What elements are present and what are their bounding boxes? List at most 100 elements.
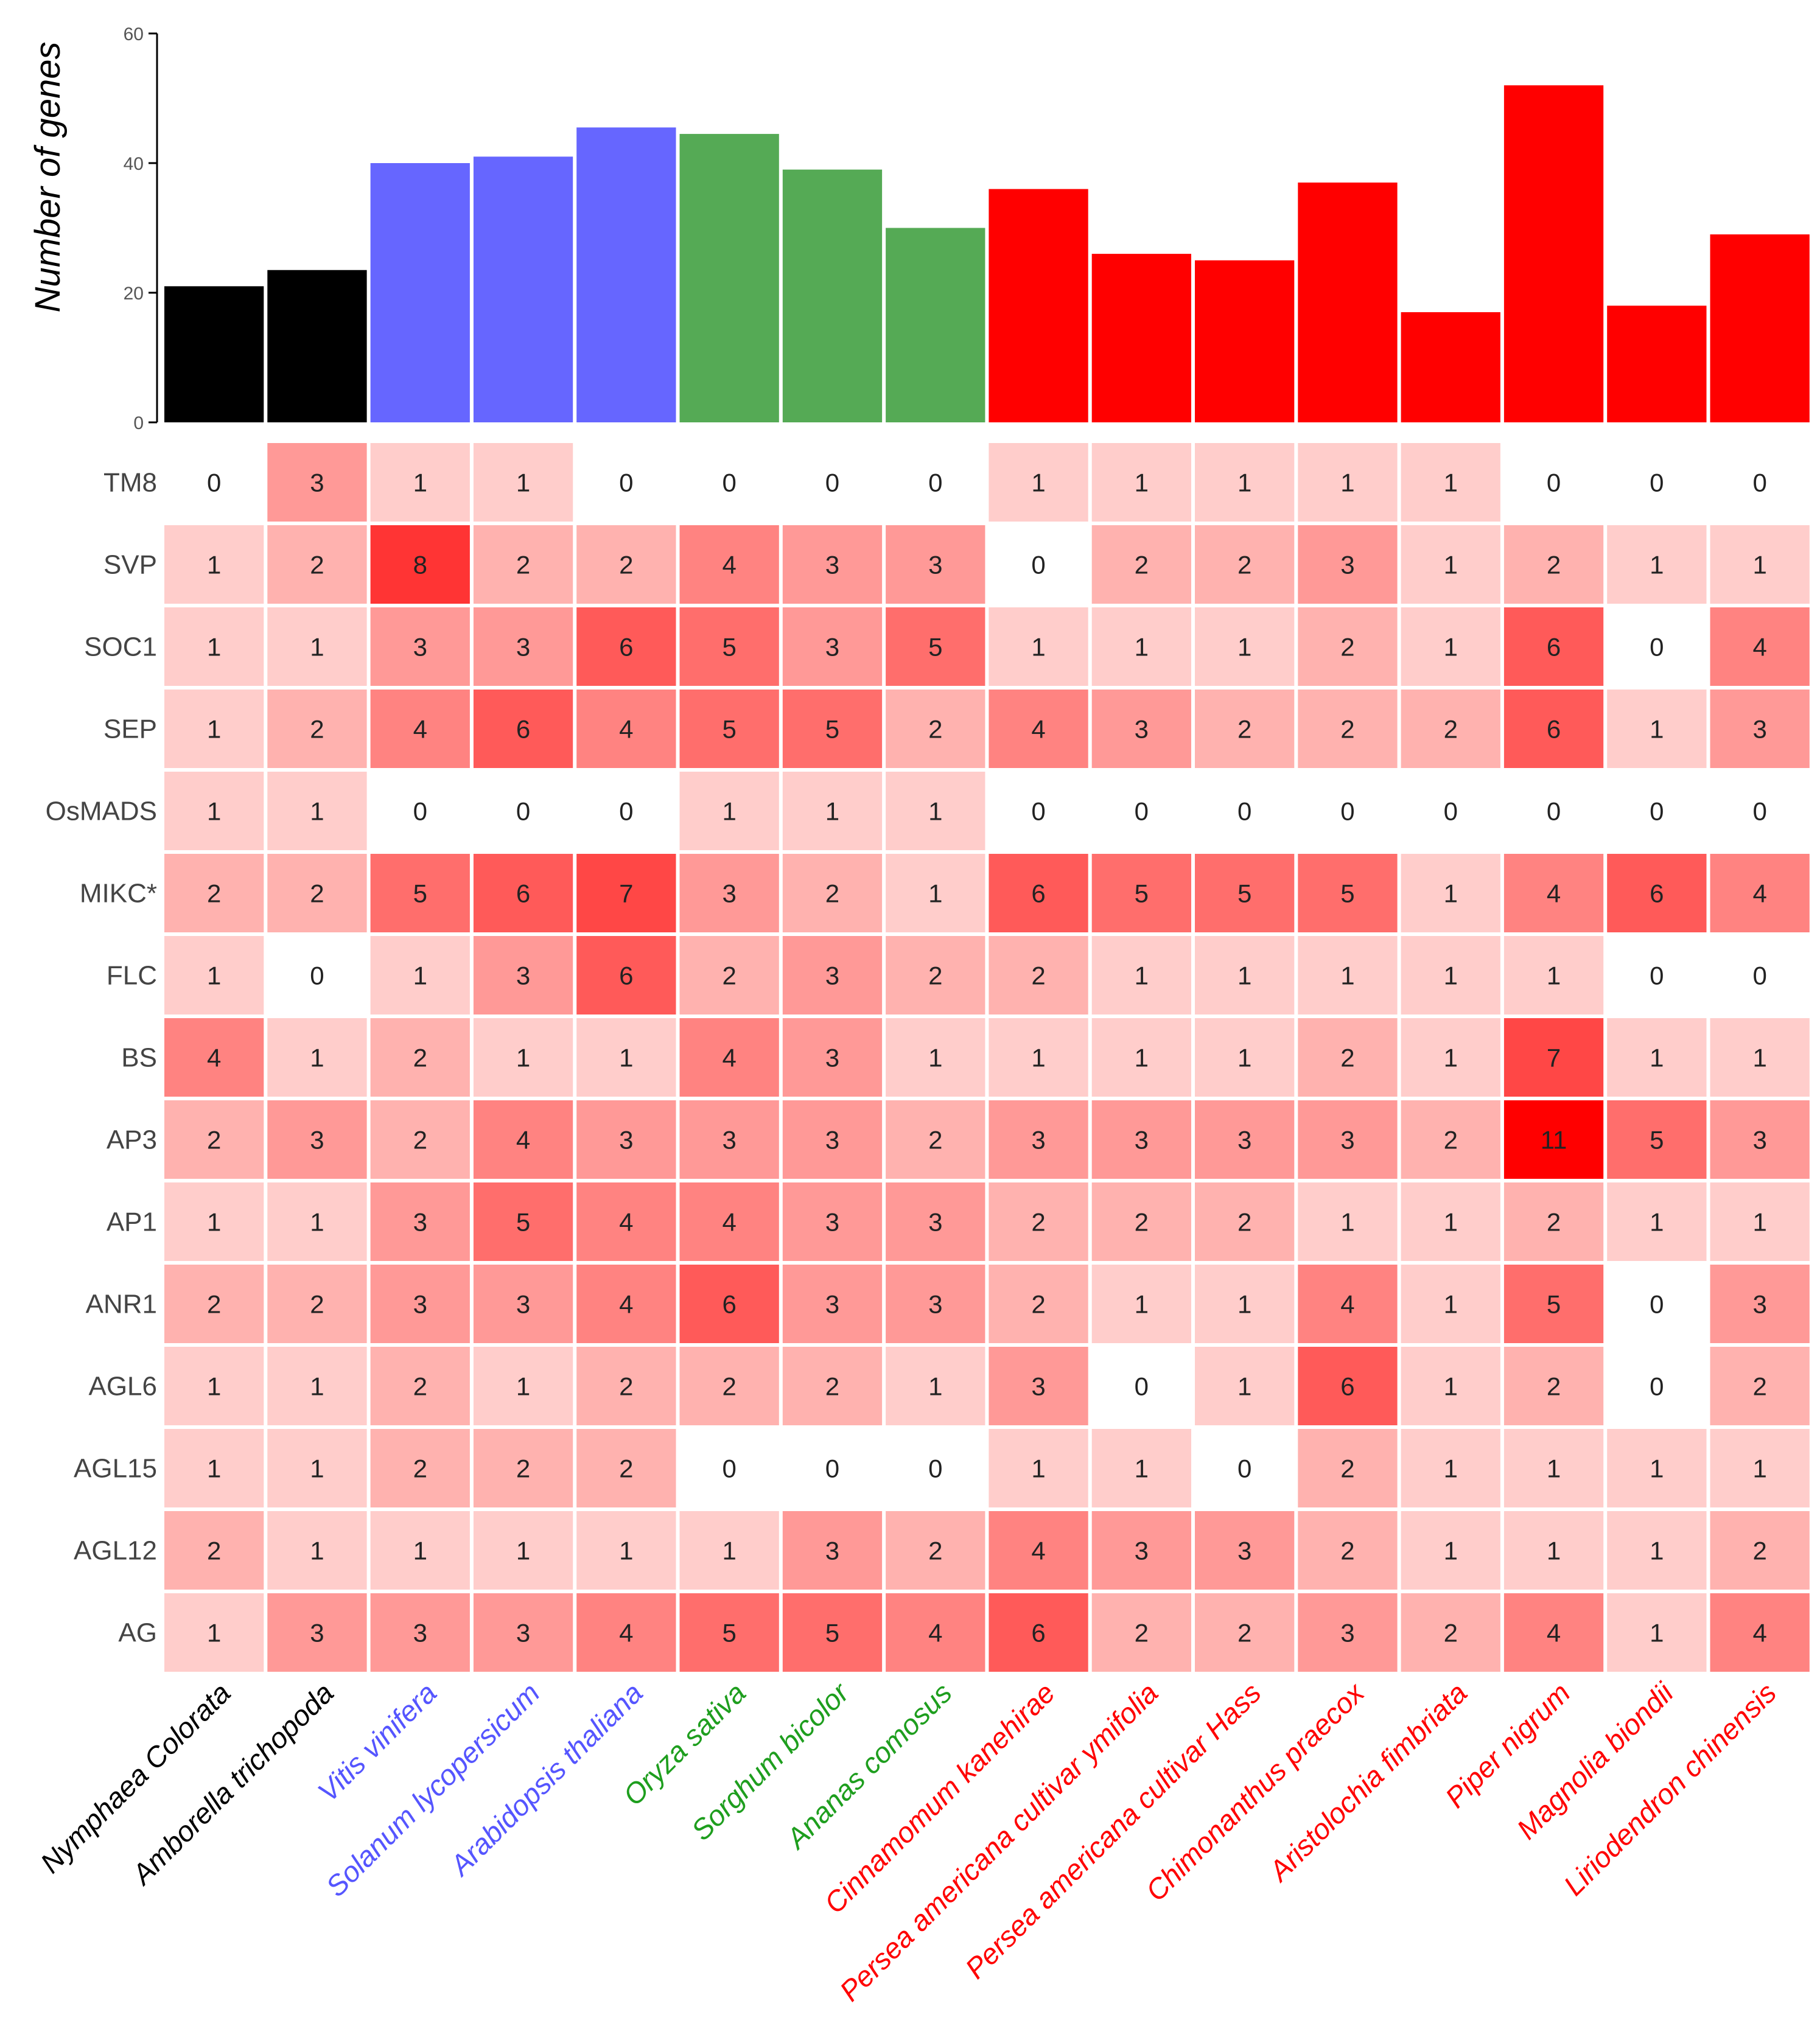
heatmap-cell [886,1347,985,1425]
heatmap-cell [1195,525,1295,604]
heatmap-cell [370,443,470,522]
heatmap-cell [1091,854,1191,932]
heatmap-cell [1091,1182,1191,1261]
heatmap-cell [1607,607,1707,686]
bar [1607,306,1707,422]
heatmap-cell-value: 1 [1031,1455,1045,1483]
heatmap-cell [1401,936,1500,1015]
heatmap-cell [1401,607,1500,686]
heatmap-cell [1607,936,1707,1015]
bar [576,127,676,423]
heatmap-cell-value: 8 [413,551,427,579]
heatmap-cell-value: 2 [516,551,530,579]
heatmap-cell-value: 0 [1650,962,1664,990]
heatmap-row-label: ANR1 [86,1290,157,1319]
heatmap-cell [370,607,470,686]
heatmap-row-label: SOC1 [84,632,157,662]
heatmap-cell-value: 6 [1650,879,1664,908]
heatmap-cell-value: 2 [928,715,942,744]
heatmap-cell [989,525,1088,604]
heatmap-cell [1710,1265,1810,1343]
heatmap-cell [886,1182,985,1261]
heatmap-cell-value: 3 [516,962,530,990]
heatmap-cell [1298,1347,1398,1425]
heatmap-cell [679,443,779,522]
heatmap-cell-value: 0 [825,1455,839,1483]
heatmap-cell [1710,443,1810,522]
heatmap-cell-value: 1 [1135,1455,1149,1483]
heatmap-cell-value: 2 [1340,633,1354,662]
heatmap-cell-value: 1 [1444,1290,1458,1319]
heatmap-cell-value: 0 [1547,469,1561,497]
heatmap-cell [679,1347,779,1425]
heatmap-cell [267,607,367,686]
heatmap-cell [473,1018,573,1097]
heatmap-cell-value: 1 [207,715,221,744]
heatmap-cell-value: 1 [1650,1537,1664,1565]
heatmap-cell [886,936,985,1015]
heatmap-cell-value: 2 [928,1537,942,1565]
heatmap-cell-value: 3 [1031,1126,1045,1154]
heatmap-cell-value: 2 [1237,1208,1251,1237]
heatmap-cell-value: 1 [1444,1537,1458,1565]
heatmap-cell [164,1347,264,1425]
heatmap-cell-value: 3 [1237,1537,1251,1565]
bar [886,228,985,422]
heatmap-cell-value: 3 [1031,1372,1045,1401]
heatmap-cell-value: 5 [722,633,736,662]
heatmap-cell-value: 1 [1650,1208,1664,1237]
heatmap-cell [1298,772,1398,850]
heatmap-cell-value: 0 [928,469,942,497]
heatmap-cell-value: 2 [310,1290,324,1319]
heatmap-cell [1710,1182,1810,1261]
heatmap-cell [989,1018,1088,1097]
heatmap-cell-value: 1 [207,1208,221,1237]
heatmap-cell-value: 1 [1547,1455,1561,1483]
heatmap-cell-value: 3 [619,1126,633,1154]
heatmap-cell [989,936,1088,1015]
heatmap-cell-value: 5 [825,1619,839,1647]
heatmap-cell [576,607,676,686]
heatmap-cell [1195,772,1295,850]
heatmap-cell-value: 2 [1340,715,1354,744]
heatmap-cell-value: 6 [1547,633,1561,662]
heatmap-cell-value: 2 [1547,1372,1561,1401]
heatmap-cell [782,1593,883,1672]
heatmap-cell-value: 4 [1547,879,1561,908]
heatmap-cell-value: 5 [1650,1126,1664,1154]
heatmap-cell-value: 6 [722,1290,736,1319]
heatmap-cell [370,936,470,1015]
heatmap-cell [1710,1593,1810,1672]
heatmap-cell-value: 2 [928,962,942,990]
bar [267,270,367,422]
heatmap-cell [989,772,1088,850]
heatmap-cell [886,1265,985,1343]
heatmap-cell [1710,607,1810,686]
heatmap-cell [267,1182,367,1261]
heatmap-panel: 0 3 1 1 0 0 0 0 1 1 1 1 1 0 0 01 2 8 2 2 4 3 3 0 2 2 3 1 2 1 11 1 3 3 6 5 3 5… [46,443,1810,1672]
heatmap-cell-value: 1 [1237,633,1251,662]
heatmap-cell-value: 0 [1650,797,1664,826]
heatmap-cell-value: 0 [928,1455,942,1483]
heatmap-cell [164,772,264,850]
heatmap-cell [1503,1018,1604,1097]
heatmap-cell-value: 1 [928,1372,942,1401]
heatmap-cell-value: 1 [310,1044,324,1072]
heatmap-cell [473,1265,573,1343]
heatmap-cell [370,1182,470,1261]
heatmap-cell [679,1265,779,1343]
heatmap-cell-value: 2 [310,879,324,908]
heatmap-cell [1503,1429,1604,1507]
heatmap-cell [164,1593,264,1672]
heatmap-cell [1503,772,1604,850]
heatmap-cell [267,690,367,768]
heatmap-cell [782,525,883,604]
heatmap-cell-value: 2 [1031,1208,1045,1237]
heatmap-cell-value: 3 [1752,1126,1766,1154]
heatmap-cell [1710,772,1810,850]
heatmap-cell [679,1100,779,1179]
heatmap-cell [989,690,1088,768]
heatmap-cell [1401,1429,1500,1507]
heatmap-cell [1298,1018,1398,1097]
